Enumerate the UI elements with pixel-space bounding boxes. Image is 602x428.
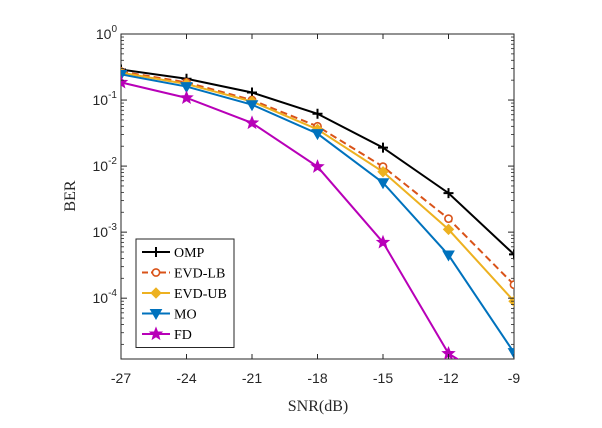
data-point-mo <box>180 82 193 94</box>
data-point-mo <box>245 100 259 112</box>
data-point-evd-ub <box>377 166 389 178</box>
legend-label-omp: OMP <box>174 246 205 261</box>
legend-marker-mo <box>149 309 163 320</box>
legend-label-evd-ub: EVD-UB <box>174 287 227 302</box>
data-point-mo <box>121 69 128 81</box>
series-mo <box>121 69 514 359</box>
y-tick-label: 10-4 <box>93 288 118 306</box>
x-tick-label: -24 <box>176 370 196 386</box>
y-tick-label: 10-3 <box>93 222 118 240</box>
legend-entry-mo: MO <box>142 308 197 323</box>
data-point-fd <box>121 74 129 89</box>
legend-label-fd: FD <box>174 328 192 343</box>
data-point-omp <box>312 108 323 119</box>
data-point-fd <box>179 90 194 104</box>
y-tick-label: 10-1 <box>93 90 118 108</box>
data-point-evd-lb <box>444 214 453 224</box>
legend-marker-evd-ub <box>150 287 162 299</box>
legend-entry-evd-lb: EVD-LB <box>142 267 225 282</box>
data-point-mo <box>507 348 514 359</box>
data-point-omp <box>378 142 388 153</box>
x-tick-label: -18 <box>307 370 327 386</box>
data-point-omp <box>509 249 514 260</box>
data-point-fd <box>244 115 260 130</box>
x-tick-label: -15 <box>373 370 393 386</box>
legend: OMP EVD-LB EVD-UB MO FD <box>135 238 235 348</box>
legend-entry-omp: OMP <box>142 246 205 261</box>
legend-marker-fd <box>148 326 164 341</box>
data-point-fd <box>508 387 520 399</box>
legend-marker-evd-lb <box>151 268 161 277</box>
data-point-fd <box>375 234 391 249</box>
data-point-omp <box>443 188 454 199</box>
legend-label-mo: MO <box>174 308 197 323</box>
data-point-evd-ub <box>442 223 455 236</box>
series-layer <box>121 64 520 399</box>
data-point-mo <box>376 178 390 190</box>
data-point-evd-lb <box>509 280 514 290</box>
ticks-layer: -27 -24 -21 -18 -15 -12 -9 100 10-1 10-2 10-3 10-4 <box>93 24 521 386</box>
legend-entry-evd-ub: EVD-UB <box>142 287 227 302</box>
legend-entry-fd: FD <box>142 326 192 343</box>
x-tick-label: -9 <box>508 370 521 386</box>
y-tick-label: 100 <box>96 24 118 42</box>
x-tick-label: -27 <box>111 370 131 386</box>
legend-label-evd-lb: EVD-LB <box>174 267 225 282</box>
y-tick-label: 10-2 <box>93 156 118 174</box>
legend-marker-omp <box>151 247 161 257</box>
x-tick-label: -12 <box>438 370 458 386</box>
x-axis-label: SNR(dB) <box>288 398 348 415</box>
data-point-fd <box>310 159 325 173</box>
data-point-mo <box>442 250 455 262</box>
x-tick-label: -21 <box>242 370 262 386</box>
y-axis-label: BER <box>62 180 79 211</box>
series-clip <box>121 64 520 399</box>
data-point-mo <box>311 129 324 141</box>
